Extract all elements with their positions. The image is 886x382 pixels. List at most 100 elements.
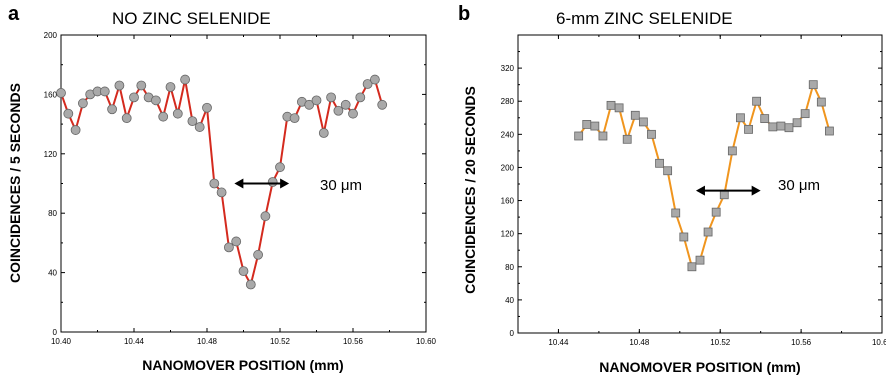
panel-b-plot-frame — [517, 34, 883, 334]
data-point — [638, 117, 648, 127]
data-point — [377, 99, 388, 110]
data-point — [245, 279, 256, 290]
data-point — [114, 80, 125, 91]
data-point — [56, 88, 66, 98]
panel-b-tick-labels: 0 40 80 120 160 200 240 280 320 10.44 10.48 10.52 10… — [501, 64, 886, 347]
data-point — [760, 114, 770, 124]
data-point — [695, 255, 705, 265]
data-point — [582, 120, 592, 129]
data-point — [289, 113, 300, 124]
data-point — [63, 108, 74, 119]
data-point — [70, 125, 81, 135]
data-point — [158, 111, 169, 122]
y-tick-label: 160 — [44, 90, 58, 99]
data-point — [655, 158, 664, 168]
data-point — [348, 108, 358, 119]
data-point — [752, 96, 762, 106]
data-point — [792, 118, 802, 128]
data-point — [172, 108, 183, 119]
data-point — [194, 122, 205, 132]
panel-a-x-axis-label: NANOMOVER POSITION (mm) — [142, 357, 343, 373]
panel-a-annotation-label: 30 μm — [320, 177, 362, 194]
data-point — [606, 100, 616, 110]
data-point — [784, 123, 794, 133]
data-point — [663, 166, 673, 176]
panel-a-ticks — [60, 34, 427, 333]
x-tick-label: 10.44 — [548, 338, 569, 347]
data-point — [719, 190, 729, 200]
data-point — [800, 109, 810, 119]
data-point — [369, 74, 380, 85]
data-point — [150, 95, 161, 106]
data-point — [78, 98, 88, 109]
y-tick-label: 80 — [48, 209, 57, 218]
x-tick-label: 10.48 — [197, 337, 218, 346]
data-point — [574, 131, 584, 141]
data-point — [136, 80, 147, 91]
data-point — [622, 134, 632, 144]
x-tick-label: 10.60 — [872, 338, 886, 347]
data-point — [333, 105, 344, 116]
data-point — [744, 124, 753, 134]
width-arrowhead-left — [234, 178, 244, 189]
panel-a-tick-labels: 0 40 80 120 160 200 10.40 10.44 10.48 10.52 10.56 1… — [44, 31, 437, 346]
data-point — [630, 110, 640, 120]
x-tick-label: 10.40 — [51, 337, 72, 346]
data-point — [326, 92, 337, 103]
data-point — [671, 208, 681, 218]
panel-b-annotation — [695, 185, 761, 196]
x-tick-label: 10.56 — [343, 337, 364, 346]
data-point — [711, 207, 721, 217]
panel-b-data-marks — [574, 80, 834, 272]
y-tick-label: 120 — [44, 150, 58, 159]
panel-b-title: 6-mm ZINC SELENIDE — [556, 9, 733, 28]
data-point — [260, 211, 271, 222]
width-arrowhead-left — [695, 185, 705, 196]
data-point — [238, 266, 249, 277]
data-point — [816, 97, 826, 107]
panel-a-annotation — [234, 178, 290, 189]
y-tick-label: 0 — [53, 328, 58, 337]
data-point — [165, 82, 176, 92]
panel-a-label: a — [8, 3, 20, 25]
width-arrowhead-right — [751, 185, 761, 196]
data-point — [304, 99, 315, 110]
y-tick-label: 240 — [501, 130, 515, 139]
data-point — [598, 131, 608, 141]
data-point — [223, 242, 234, 253]
data-point — [355, 92, 366, 103]
data-point — [687, 262, 697, 272]
data-point — [209, 178, 220, 189]
data-point — [825, 126, 834, 136]
panel-b-x-axis-label: NANOMOVER POSITION (mm) — [599, 359, 800, 375]
data-point — [590, 121, 600, 131]
y-tick-label: 40 — [505, 296, 514, 305]
panel-b-y-axis-label: COINCIDENCES / 20 SECONDS — [462, 86, 478, 294]
y-tick-label: 160 — [501, 197, 515, 206]
chart-panel-a: a NO ZINC SELENIDE 0 40 80 120 160 200 10.40 10… — [7, 3, 437, 373]
chart-panel-b: b 6-mm ZINC SELENIDE 0 40 80 120 160 200 240 28… — [458, 3, 886, 375]
data-point — [362, 79, 373, 89]
data-point — [121, 113, 132, 124]
data-point — [679, 232, 689, 242]
panel-a-title: NO ZINC SELENIDE — [112, 9, 271, 28]
data-point — [129, 92, 139, 103]
data-point — [275, 162, 285, 173]
data-point — [187, 116, 198, 127]
data-point — [99, 86, 110, 97]
data-point — [776, 121, 786, 131]
data-point — [267, 177, 278, 187]
data-point — [340, 99, 351, 110]
x-tick-label: 10.52 — [710, 338, 731, 347]
data-point — [216, 187, 227, 198]
data-point — [202, 102, 212, 113]
panel-b-label: b — [458, 3, 470, 25]
width-arrowhead-right — [280, 178, 290, 189]
data-point — [647, 129, 656, 139]
data-point — [107, 104, 117, 115]
data-point — [253, 249, 264, 260]
y-tick-label: 120 — [501, 230, 515, 239]
data-point — [311, 95, 322, 106]
y-tick-label: 320 — [501, 64, 515, 73]
